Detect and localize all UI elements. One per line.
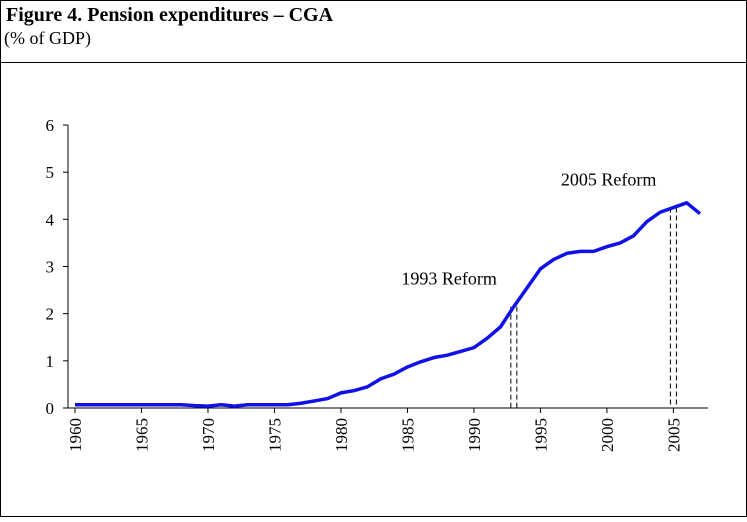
chart-subtitle: (% of GDP) [4, 28, 91, 49]
y-tick-label: 5 [46, 163, 55, 182]
chart-title: Figure 4. Pension expenditures – CGA [6, 4, 334, 26]
x-tick-label: 1990 [465, 418, 484, 452]
x-tick-label: 1975 [265, 418, 284, 452]
x-tick-label: 1995 [531, 418, 550, 452]
x-tick-label: 1960 [66, 418, 85, 452]
x-tick-label: 1985 [398, 418, 417, 452]
x-tick-label: 1970 [199, 418, 218, 452]
annotation-text: 1993 Reform [401, 269, 496, 289]
x-tick-label: 1965 [132, 418, 151, 452]
y-tick-label: 0 [46, 399, 55, 418]
x-tick-label: 2000 [598, 418, 617, 452]
x-tick-label: 1980 [332, 418, 351, 452]
y-tick-label: 2 [46, 305, 55, 324]
x-tick-label: 2005 [664, 418, 683, 452]
y-tick-label: 4 [46, 210, 55, 229]
y-tick-label: 6 [46, 116, 55, 135]
y-tick-label: 3 [46, 258, 55, 277]
y-tick-label: 1 [46, 352, 55, 371]
data-line [75, 201, 702, 408]
annotation-text: 2005 Reform [561, 170, 656, 190]
